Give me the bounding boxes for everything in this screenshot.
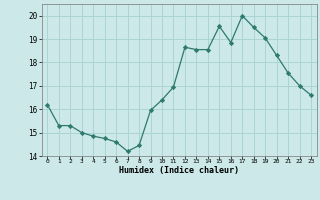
X-axis label: Humidex (Indice chaleur): Humidex (Indice chaleur) <box>119 166 239 175</box>
